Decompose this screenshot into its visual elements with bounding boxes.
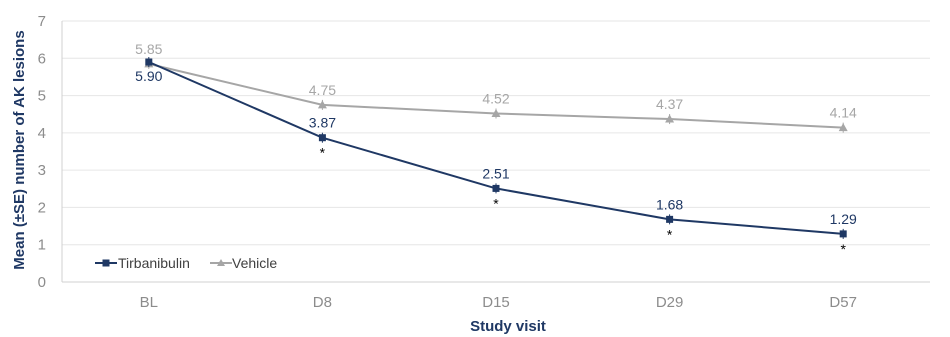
y-axis-ticks: 0 1 2 3 4 5 6 7	[38, 13, 46, 291]
y-axis-title: Mean (±SE) number of AK lesions	[11, 30, 28, 269]
data-label-tirbanibulin: 3.87	[309, 115, 336, 131]
x-axis-title: Study visit	[470, 318, 546, 335]
legend-marker-square	[102, 259, 110, 267]
data-label-vehicle: 5.85	[135, 41, 162, 57]
y-tick-label: 5	[38, 88, 46, 105]
data-label-vehicle: 4.75	[309, 82, 336, 98]
point-tirbanibulin	[666, 215, 674, 223]
x-tick-label: BL	[140, 294, 158, 311]
significance-marker: *	[320, 145, 326, 161]
data-label-vehicle: 4.52	[482, 90, 509, 106]
data-labels: 5.85 4.75 4.52 4.37 4.14 5.90 3.87 * 2.51 * 1.68 * 1…	[135, 41, 857, 257]
legend-label-vehicle: Vehicle	[232, 255, 277, 271]
point-tirbanibulin	[492, 184, 500, 192]
point-vehicle	[317, 100, 327, 109]
y-tick-label: 2	[38, 199, 46, 216]
y-tick-label: 6	[38, 50, 46, 67]
data-label-vehicle: 4.14	[830, 105, 857, 121]
point-tirbanibulin	[145, 58, 153, 66]
legend: Tirbanibulin Vehicle	[95, 255, 277, 271]
x-tick-label: D29	[656, 294, 684, 311]
data-label-tirbanibulin: 5.90	[135, 68, 162, 84]
series-layer	[144, 57, 848, 239]
significance-marker: *	[493, 195, 499, 211]
x-tick-label: D8	[313, 294, 332, 311]
y-tick-label: 1	[38, 237, 46, 254]
significance-marker: *	[667, 226, 673, 242]
data-label-tirbanibulin: 2.51	[482, 165, 509, 181]
point-vehicle	[838, 123, 848, 132]
point-tirbanibulin	[318, 134, 326, 142]
y-tick-label: 0	[38, 274, 46, 291]
significance-marker: *	[840, 241, 846, 257]
legend-item-tirbanibulin: Tirbanibulin	[95, 255, 190, 271]
x-tick-label: D15	[482, 294, 510, 311]
y-tick-label: 7	[38, 13, 46, 30]
legend-label-tirbanibulin: Tirbanibulin	[118, 255, 190, 271]
x-tick-label: D57	[829, 294, 857, 311]
y-tick-label: 4	[38, 125, 46, 142]
data-label-tirbanibulin: 1.29	[830, 211, 857, 227]
point-vehicle	[665, 114, 675, 123]
point-tirbanibulin	[839, 230, 847, 238]
data-label-vehicle: 4.37	[656, 96, 683, 112]
data-label-tirbanibulin: 1.68	[656, 196, 683, 212]
x-axis-ticks: BL D8 D15 D29 D57	[140, 294, 857, 311]
legend-marker-triangle	[217, 259, 225, 266]
gridlines	[61, 20, 930, 283]
legend-item-vehicle: Vehicle	[210, 255, 277, 271]
point-vehicle	[491, 108, 501, 117]
y-tick-label: 3	[38, 162, 46, 179]
